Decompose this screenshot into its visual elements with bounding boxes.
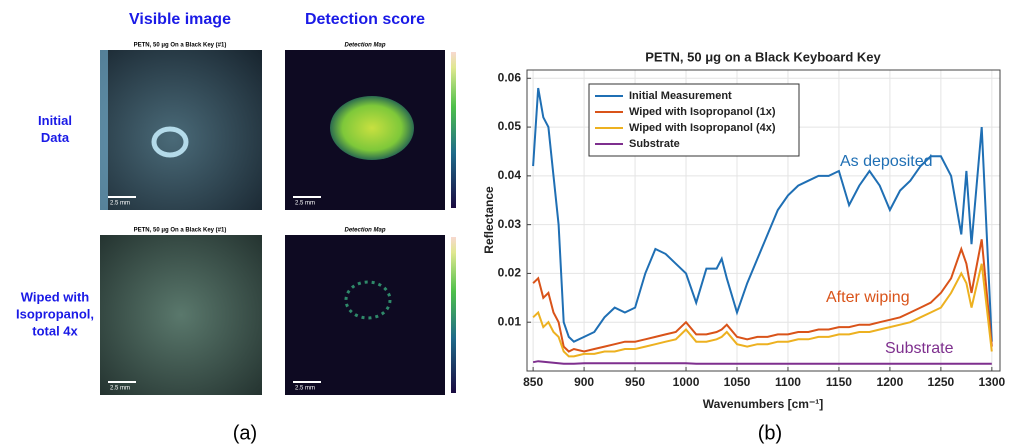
x-tick-label: 1150 — [826, 375, 852, 389]
x-tick-label: 1100 — [775, 375, 801, 389]
legend-label: Wiped with Isopropanol (1x) — [629, 106, 776, 118]
x-tick-label: 1250 — [928, 375, 955, 389]
x-axis-label: Wavenumbers [cm⁻¹] — [703, 397, 824, 411]
detection-blob — [330, 96, 414, 160]
residue-ring — [151, 126, 189, 158]
x-tick-label: 900 — [574, 375, 594, 389]
colorbar — [451, 237, 456, 393]
panel-title: Detection Map — [344, 43, 385, 49]
row-label: Isopropanol, — [16, 306, 94, 321]
panel-title: PETN, 50 μg On a Black Key (#1) — [134, 43, 227, 49]
legend-label: Wiped with Isopropanol (4x) — [629, 122, 776, 134]
legend-label: Initial Measurement — [629, 90, 732, 102]
legend-box — [588, 83, 800, 157]
colorbar — [451, 52, 456, 208]
annotation: Substrate — [885, 340, 954, 357]
legend-label: Substrate — [629, 138, 680, 150]
caption: (a) — [233, 422, 257, 444]
y-tick-label: 0.03 — [498, 217, 522, 231]
scale-label: 2.5 mm — [295, 201, 315, 207]
series-line — [532, 87, 993, 343]
scale-label: 2.5 mm — [110, 201, 130, 207]
y-tick-label: 0.01 — [498, 314, 522, 328]
y-axis-label: Reflectance — [482, 186, 496, 254]
caption: (b) — [758, 422, 782, 444]
series-line — [532, 239, 993, 353]
y-tick-label: 0.02 — [498, 266, 522, 280]
scale-label: 2.5 mm — [110, 386, 130, 392]
x-tick-label: 950 — [625, 375, 645, 389]
series-line — [532, 360, 992, 365]
detection-trace — [344, 280, 392, 320]
x-tick-label: 850 — [523, 375, 543, 389]
annotation: As deposited — [840, 153, 933, 170]
x-tick-label: 1200 — [877, 375, 904, 389]
y-tick-label: 0.06 — [498, 70, 522, 84]
row-label: Data — [41, 130, 70, 145]
panel-title: Detection Map — [344, 228, 385, 234]
visible-image — [100, 235, 262, 395]
y-tick-label: 0.04 — [498, 168, 522, 182]
scale-label: 2.5 mm — [295, 386, 315, 392]
x-tick-label: 1050 — [724, 375, 751, 389]
panel-title: PETN, 50 μg On a Black Key (#1) — [134, 228, 227, 234]
x-tick-label: 1300 — [978, 375, 1005, 389]
key-edge — [100, 50, 108, 210]
row-label: total 4x — [32, 323, 78, 338]
y-tick-label: 0.05 — [498, 119, 522, 133]
x-tick-label: 1000 — [673, 375, 700, 389]
column-header: Visible image — [129, 11, 231, 28]
annotation: After wiping — [826, 289, 910, 306]
series-line — [532, 263, 993, 358]
detection-map — [285, 235, 445, 395]
row-label: Initial — [38, 113, 72, 128]
column-header: Detection score — [305, 11, 425, 28]
plot-frame — [526, 69, 1001, 372]
chart-title: PETN, 50 μg on a Black Keyboard Key — [645, 49, 881, 64]
row-label: Wiped with — [21, 289, 90, 304]
